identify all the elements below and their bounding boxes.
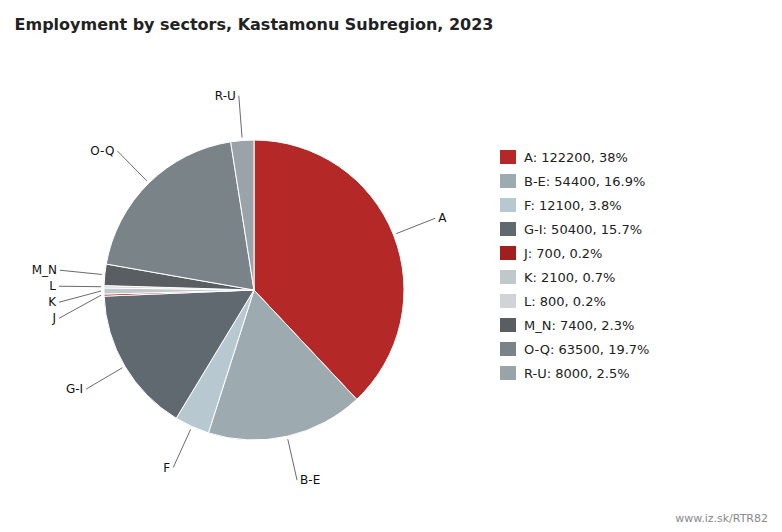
legend-swatch: [500, 198, 516, 212]
slice-label: F: [163, 461, 170, 475]
legend-label: A: 122200, 38%: [524, 150, 628, 165]
pie-slice: [231, 140, 254, 290]
slices: [104, 140, 404, 440]
legend-swatch: [500, 222, 516, 236]
legend-swatch: [500, 366, 516, 380]
legend-label: B-E: 54400, 16.9%: [524, 174, 645, 189]
slice-label: M_N: [32, 263, 57, 277]
legend-swatch: [500, 150, 516, 164]
pie-slice: [104, 290, 254, 418]
legend-swatch: [500, 318, 516, 332]
legend-label: R-U: 8000, 2.5%: [524, 366, 630, 381]
leader-line: [59, 286, 101, 287]
leader-line: [60, 270, 102, 274]
legend: A: 122200, 38% B-E: 54400, 16.9% F: 12100,…: [500, 150, 649, 381]
legend-label: F: 12100, 3.8%: [524, 198, 622, 213]
slice-label: G-I: [66, 382, 83, 396]
background: [0, 0, 782, 532]
slice-label: J: [52, 311, 57, 325]
legend-swatch: [500, 270, 516, 284]
legend-label: K: 2100, 0.7%: [524, 270, 615, 285]
legend-swatch: [500, 342, 516, 356]
leader-line: [239, 96, 242, 138]
slice-label: K: [48, 295, 57, 309]
title: Employment by sectors, Kastamonu Subregi…: [15, 15, 494, 34]
leader-line: [117, 151, 146, 181]
legend-label: O-Q: 63500, 19.7%: [524, 342, 649, 357]
leader-line: [86, 368, 122, 389]
pie-slice: [106, 142, 254, 290]
watermark: www.iz.sk/RTR82: [675, 512, 768, 525]
legend-label: G-I: 50400, 15.7%: [524, 222, 642, 237]
leader-line: [59, 291, 101, 302]
legend-label: L: 800, 0.2%: [524, 294, 606, 309]
slice-label: B-E: [300, 473, 320, 487]
leader-line: [59, 295, 101, 318]
leader-line: [173, 429, 190, 467]
slice-labels: A B-E F G-I JKL M_N O-Q R-U: [32, 89, 448, 488]
legend-label: M_N: 7400, 2.3%: [524, 318, 634, 333]
slice-label: A: [438, 211, 447, 225]
legend-swatch: [500, 294, 516, 308]
legend-swatch: [500, 174, 516, 188]
legend-swatch: [500, 246, 516, 260]
slice-label: R-U: [215, 89, 236, 103]
slice-label: O-Q: [90, 144, 114, 158]
leader-line: [396, 218, 435, 233]
slice-label: L: [49, 279, 56, 293]
chart: Employment by sectors, Kastamonu Subregi…: [0, 0, 782, 532]
legend-label: J: 700, 0.2%: [523, 246, 602, 261]
leader-line: [288, 439, 297, 480]
